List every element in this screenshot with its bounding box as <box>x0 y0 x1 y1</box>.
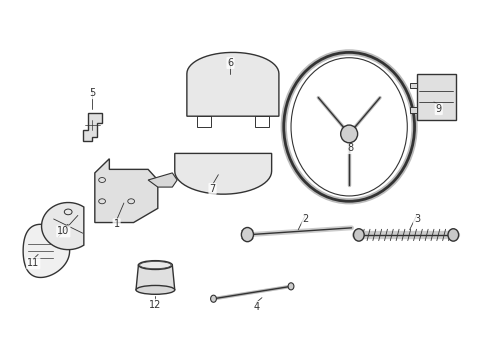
Ellipse shape <box>341 125 358 143</box>
Text: 11: 11 <box>27 258 39 268</box>
Text: 7: 7 <box>209 184 216 194</box>
Polygon shape <box>95 159 158 222</box>
Text: 5: 5 <box>89 88 96 98</box>
Polygon shape <box>136 265 175 290</box>
Polygon shape <box>410 82 417 88</box>
Text: 2: 2 <box>302 214 309 224</box>
Ellipse shape <box>138 261 172 270</box>
Text: 8: 8 <box>347 143 354 153</box>
Polygon shape <box>175 153 271 194</box>
Ellipse shape <box>448 229 459 241</box>
Polygon shape <box>187 53 279 116</box>
Polygon shape <box>148 173 177 187</box>
Text: 4: 4 <box>253 302 259 312</box>
Ellipse shape <box>136 285 175 294</box>
Ellipse shape <box>211 295 217 302</box>
Text: 3: 3 <box>414 214 420 224</box>
Text: 12: 12 <box>149 300 162 310</box>
Text: 9: 9 <box>436 104 442 114</box>
Ellipse shape <box>288 283 294 290</box>
Text: 1: 1 <box>114 219 120 229</box>
Text: 10: 10 <box>57 226 70 237</box>
Polygon shape <box>410 107 417 113</box>
Ellipse shape <box>242 228 253 242</box>
Ellipse shape <box>353 229 364 241</box>
Polygon shape <box>417 74 456 120</box>
Polygon shape <box>83 113 102 141</box>
Polygon shape <box>42 203 84 249</box>
Text: 6: 6 <box>227 58 234 68</box>
Polygon shape <box>23 224 70 278</box>
